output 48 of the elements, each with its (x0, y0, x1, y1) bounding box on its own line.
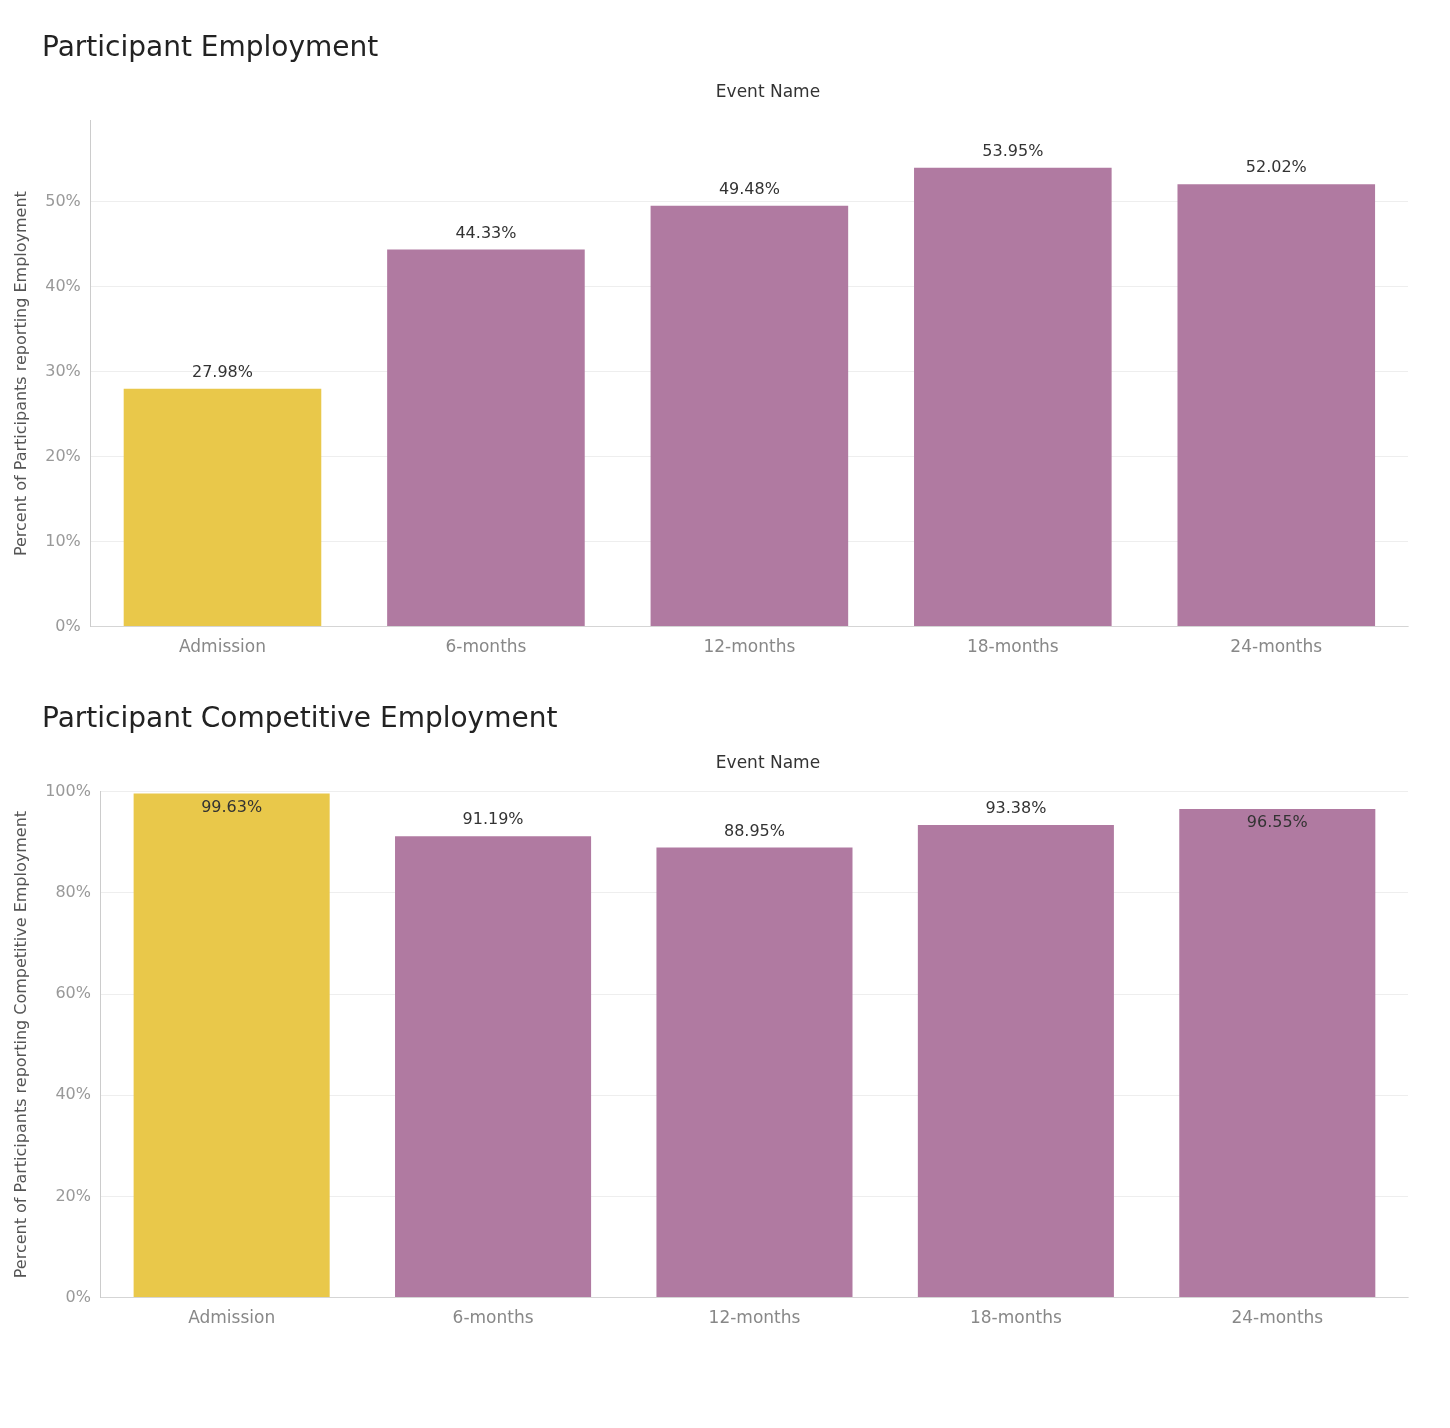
bar (387, 249, 585, 627)
x-tick-label: 12-months (708, 1307, 801, 1328)
x-tick-label: 18-months (969, 1307, 1062, 1328)
bar (1177, 184, 1376, 627)
data-label: 88.95% (723, 820, 785, 840)
x-tick-label: 24-months (1231, 1307, 1324, 1328)
data-label: 52.02% (1245, 157, 1307, 177)
data-label: 53.95% (982, 140, 1044, 160)
bar (1179, 809, 1376, 1298)
chart-title: Participant Employment (42, 30, 380, 63)
x-tick-label: 6-months (452, 1307, 534, 1328)
y-tick-label: 30% (45, 360, 81, 380)
data-label: 49.48% (718, 178, 780, 198)
y-tick-label: 60% (55, 983, 91, 1003)
x-tick-label: Admission (178, 636, 266, 657)
bar (914, 167, 1112, 627)
y-tick-label: 0% (65, 1286, 91, 1306)
bar (650, 205, 849, 627)
bar (133, 793, 330, 1298)
x-tick-label: Admission (188, 1307, 276, 1328)
bar (656, 847, 853, 1298)
y-axis-title: Percent of Participants reporting Competitive Employment (10, 810, 30, 1279)
y-axis-title: Percent of Participants reporting Employment (10, 191, 30, 557)
x-tick-label: 6-months (445, 636, 527, 657)
y-tick-label: 40% (45, 275, 81, 295)
y-tick-label: 20% (55, 1185, 91, 1205)
data-label: 93.38% (985, 798, 1047, 818)
x-tick-label: 18-months (966, 636, 1059, 657)
data-label: 91.19% (462, 809, 524, 829)
x-tick-label: 24-months (1230, 636, 1323, 657)
y-tick-label: 50% (45, 190, 81, 210)
y-tick-label: 0% (55, 615, 81, 635)
data-label: 27.98% (191, 361, 253, 381)
y-tick-label: 10% (45, 530, 81, 550)
data-label: 96.55% (1246, 812, 1308, 832)
y-tick-label: 100% (45, 780, 91, 800)
bar (395, 836, 592, 1298)
chart-title: Participant Competitive Employment (42, 701, 559, 734)
x-tick-label: 12-months (703, 636, 796, 657)
y-tick-label: 20% (45, 445, 81, 465)
data-label: 44.33% (455, 222, 517, 242)
x-axis-title: Event Name (714, 752, 822, 772)
bar (123, 388, 322, 627)
y-tick-label: 40% (55, 1084, 91, 1104)
bar (917, 825, 1114, 1298)
y-tick-label: 80% (55, 881, 91, 901)
x-axis-title: Event Name (714, 81, 822, 101)
data-label: 99.63% (201, 796, 263, 816)
